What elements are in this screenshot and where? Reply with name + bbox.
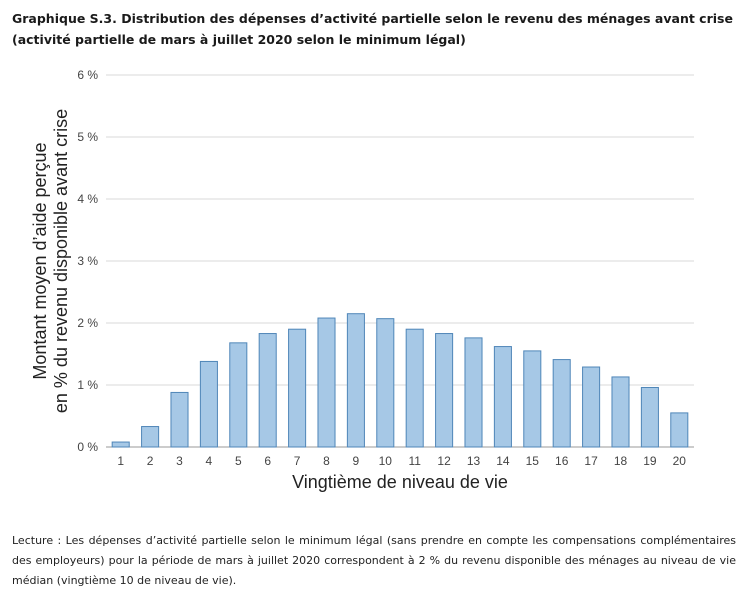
- reading-note: Lecture : Les dépenses d’activité partie…: [12, 534, 736, 587]
- x-tick-label: 3: [176, 454, 183, 468]
- y-tick-label: 0 %: [77, 440, 98, 454]
- y-tick-label: 1 %: [77, 378, 98, 392]
- bar-2: [141, 426, 160, 448]
- gridlines: [106, 74, 694, 448]
- x-tick-label: 12: [437, 454, 451, 468]
- x-tick-label: 9: [353, 454, 360, 468]
- bar-6: [258, 333, 277, 448]
- bar-17: [582, 366, 601, 448]
- x-tick-label: 10: [379, 454, 393, 468]
- bar-12: [435, 333, 454, 448]
- x-tick-label: 14: [496, 454, 510, 468]
- x-tick-label: 16: [555, 454, 569, 468]
- x-tick-label: 6: [264, 454, 271, 468]
- bar-8: [317, 317, 336, 448]
- y-tick-label: 5 %: [77, 130, 98, 144]
- bars: [111, 313, 689, 448]
- y-tick-label: 6 %: [77, 68, 98, 82]
- bar-14: [493, 346, 512, 448]
- x-tick-label: 19: [643, 454, 657, 468]
- x-tick-label: 13: [467, 454, 481, 468]
- bar-19: [640, 386, 659, 448]
- x-tick-label: 17: [584, 454, 598, 468]
- y-tick-label: 4 %: [77, 192, 98, 206]
- x-tick-label: 7: [294, 454, 301, 468]
- bar-16: [552, 359, 571, 448]
- chart-title: Graphique S.3. Distribution des dépenses…: [12, 8, 742, 50]
- chart-title-line2: (activité partielle de mars à juillet 20…: [12, 32, 466, 47]
- x-tick-label: 4: [206, 454, 213, 468]
- y-tick-label: 2 %: [77, 316, 98, 330]
- x-tick-label: 18: [614, 454, 628, 468]
- bar-chart: 0 %1 %2 %3 %4 %5 %6 % 1 2 3 4 5 6 7 8 9 10 11 12 13 1…: [30, 68, 694, 492]
- y-axis-title-line1: Montant moyen d’aide perçue: [30, 142, 50, 379]
- x-axis-ticks: 1 2 3 4 5 6 7 8 9 10 11 12 13 14 15 16 17 18 19 20: [117, 454, 686, 468]
- x-tick-label: 5: [235, 454, 242, 468]
- bar-4: [199, 360, 218, 448]
- bar-9: [346, 313, 365, 448]
- x-tick-label: 15: [526, 454, 540, 468]
- bar-15: [523, 350, 542, 448]
- x-tick-label: 11: [408, 454, 421, 468]
- y-tick-label: 3 %: [77, 254, 98, 268]
- x-tick-label: 2: [147, 454, 154, 468]
- y-axis-ticks: 0 % 1 % 2 % 3 % 4 % 5 % 6 %: [77, 68, 98, 454]
- bar-13: [464, 337, 483, 448]
- bar-5: [229, 342, 248, 448]
- x-tick-label: 8: [323, 454, 330, 468]
- bar-7: [288, 328, 307, 448]
- bar-3: [170, 391, 189, 448]
- bar-18: [611, 376, 630, 448]
- bar-10: [376, 318, 395, 448]
- y-axis-title-line2: en % du revenu disponible avant crise: [51, 109, 71, 413]
- bar-1: [111, 441, 130, 448]
- chart-title-line1: Graphique S.3. Distribution des dépenses…: [12, 11, 733, 26]
- x-tick-label: 1: [117, 454, 124, 468]
- bar-11: [405, 328, 424, 448]
- x-tick-label: 20: [673, 454, 687, 468]
- bar-20: [670, 412, 689, 448]
- x-axis-title: Vingtième de niveau de vie: [292, 472, 508, 492]
